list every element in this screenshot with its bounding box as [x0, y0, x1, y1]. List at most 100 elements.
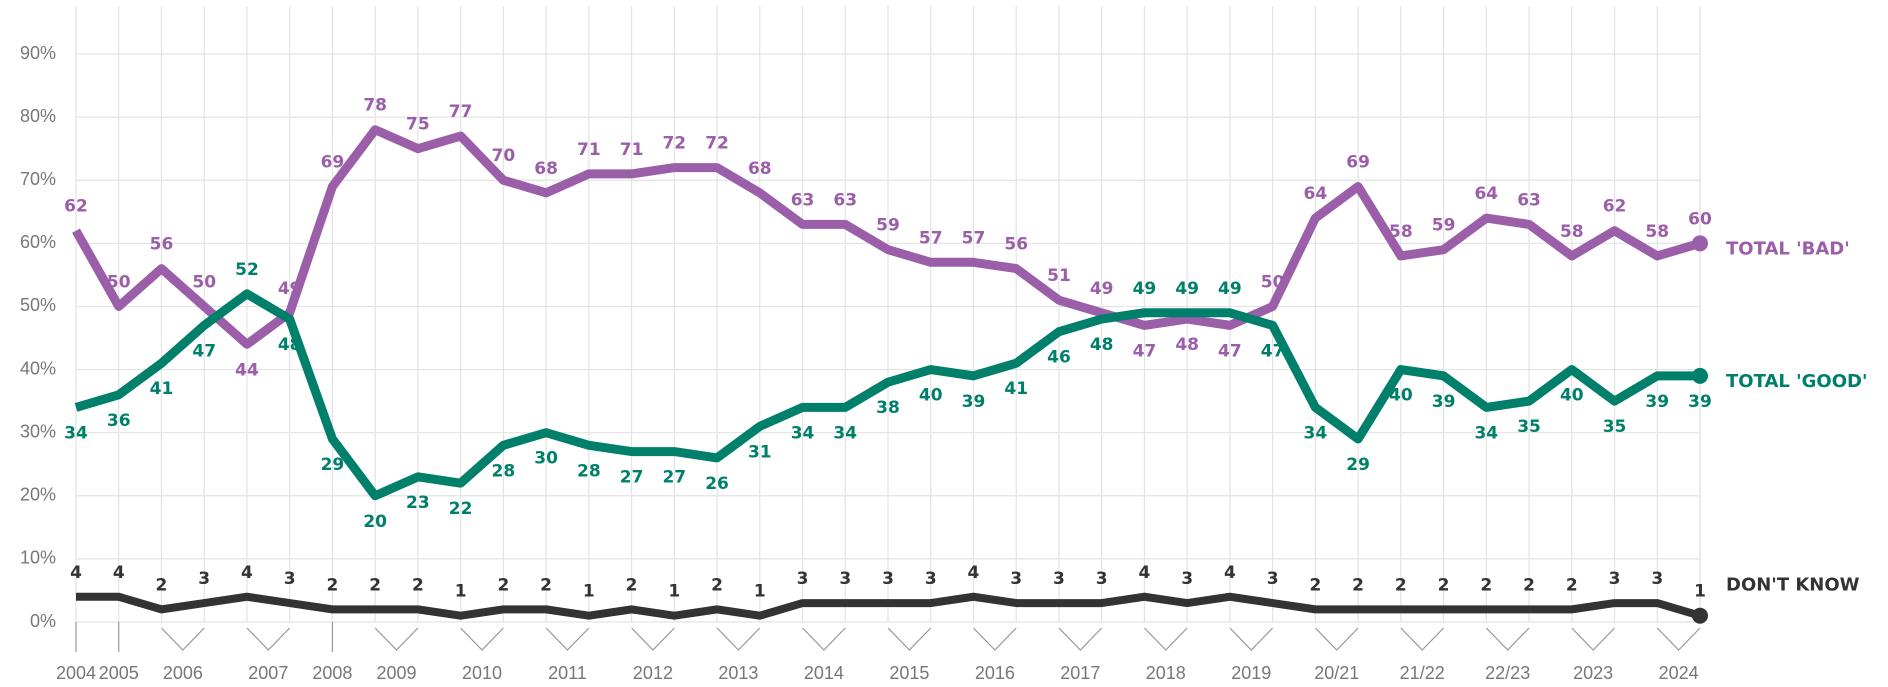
data-label: 1	[668, 582, 680, 602]
data-label: 34	[791, 423, 815, 443]
data-label: 34	[1474, 423, 1498, 443]
data-label: 50	[192, 272, 216, 292]
x-tick-label: 22/23	[1485, 663, 1530, 683]
x-bracket	[246, 627, 291, 651]
x-tick-label: 21/22	[1400, 663, 1445, 683]
data-label: 2	[540, 575, 552, 595]
x-bracket	[1656, 627, 1701, 651]
x-bracket	[631, 627, 675, 651]
x-tick-label: 2005	[99, 663, 139, 683]
data-label: 50	[1261, 272, 1285, 292]
data-label: 39	[962, 392, 986, 412]
data-label: 40	[1389, 386, 1413, 406]
data-label: 56	[1004, 235, 1028, 255]
data-label: 38	[876, 398, 900, 418]
y-tick-label: 70%	[20, 169, 56, 189]
data-label: 49	[1175, 279, 1199, 299]
data-label: 47	[1261, 341, 1285, 361]
x-bracket	[1400, 627, 1445, 651]
data-label: 27	[662, 468, 686, 488]
x-tick-label: 2007	[248, 663, 288, 683]
y-tick-label: 80%	[20, 106, 56, 126]
data-label: 60	[1688, 209, 1712, 229]
data-label: 52	[235, 260, 259, 280]
data-label: 56	[150, 235, 174, 255]
y-tick-label: 60%	[20, 232, 56, 252]
data-label: 2	[1566, 575, 1578, 595]
data-label: 47	[1218, 341, 1242, 361]
data-label: 44	[235, 360, 259, 380]
data-label: 47	[192, 341, 216, 361]
data-label: 40	[919, 386, 943, 406]
y-tick-label: 90%	[20, 43, 56, 63]
data-label: 48	[1175, 335, 1199, 355]
data-label: 62	[64, 197, 88, 217]
data-label: 72	[705, 134, 729, 154]
data-label: 31	[748, 442, 772, 462]
data-label: 20	[363, 512, 387, 532]
data-label: 72	[662, 134, 686, 154]
series-label: TOTAL 'GOOD'	[1726, 371, 1867, 392]
data-label: 50	[107, 272, 131, 292]
data-label: 62	[1603, 197, 1627, 217]
y-tick-label: 10%	[20, 548, 56, 568]
x-bracket	[1229, 627, 1274, 651]
data-label: 30	[534, 449, 558, 469]
x-bracket	[1058, 627, 1103, 651]
data-label: 35	[1517, 417, 1541, 437]
data-label: 27	[620, 468, 644, 488]
data-label: 63	[833, 190, 857, 210]
data-label: 3	[797, 569, 809, 589]
x-bracket	[887, 627, 932, 651]
series-line	[74, 289, 1700, 501]
data-label: 49	[1090, 279, 1114, 299]
end-dot	[1692, 367, 1708, 384]
x-tick-label: 2011	[548, 663, 587, 683]
data-label: 2	[1395, 575, 1407, 595]
data-label: 29	[1346, 455, 1370, 475]
data-label: 2	[1480, 575, 1492, 595]
y-tick-label: 20%	[20, 485, 56, 505]
data-label: 59	[876, 216, 900, 236]
data-label: 58	[1389, 222, 1413, 242]
data-label: 3	[925, 569, 937, 589]
x-tick-label: 2015	[889, 663, 929, 683]
data-label: 58	[1560, 222, 1584, 242]
data-label: 68	[534, 159, 558, 179]
data-label: 75	[406, 115, 430, 135]
data-label: 77	[449, 102, 473, 122]
data-label: 3	[1010, 569, 1022, 589]
x-tick-label: 2012	[633, 663, 673, 683]
x-bracket	[545, 627, 590, 651]
x-tick-label: 2024	[1659, 663, 1699, 683]
data-label: 2	[1438, 575, 1450, 595]
data-label: 71	[577, 140, 601, 160]
x-bracket	[716, 627, 761, 651]
data-label: 47	[1133, 341, 1157, 361]
series-label: TOTAL 'BAD'	[1726, 238, 1850, 259]
x-tick-label: 2023	[1573, 663, 1613, 683]
data-label: 2	[412, 575, 424, 595]
data-label: 2	[1352, 575, 1364, 595]
data-label: 3	[1651, 569, 1663, 589]
end-dot	[1692, 235, 1708, 252]
data-label: 46	[1047, 348, 1071, 368]
data-label: 3	[284, 569, 296, 589]
x-tick-label: 2006	[163, 663, 203, 683]
x-bracket	[374, 627, 419, 651]
data-label: 48	[278, 335, 302, 355]
data-label: 49	[1218, 279, 1242, 299]
data-label: 57	[919, 228, 943, 248]
data-label: 58	[1645, 222, 1669, 242]
data-label: 49	[278, 279, 302, 299]
data-label: 4	[1224, 563, 1236, 583]
data-label: 4	[70, 563, 82, 583]
data-label: 3	[198, 569, 210, 589]
data-label: 39	[1688, 392, 1712, 412]
x-tick-label: 2014	[804, 663, 844, 683]
x-tick-label: 2008	[312, 663, 352, 683]
data-label: 41	[150, 379, 174, 399]
data-label: 3	[1053, 569, 1065, 589]
data-label: 64	[1474, 184, 1498, 204]
